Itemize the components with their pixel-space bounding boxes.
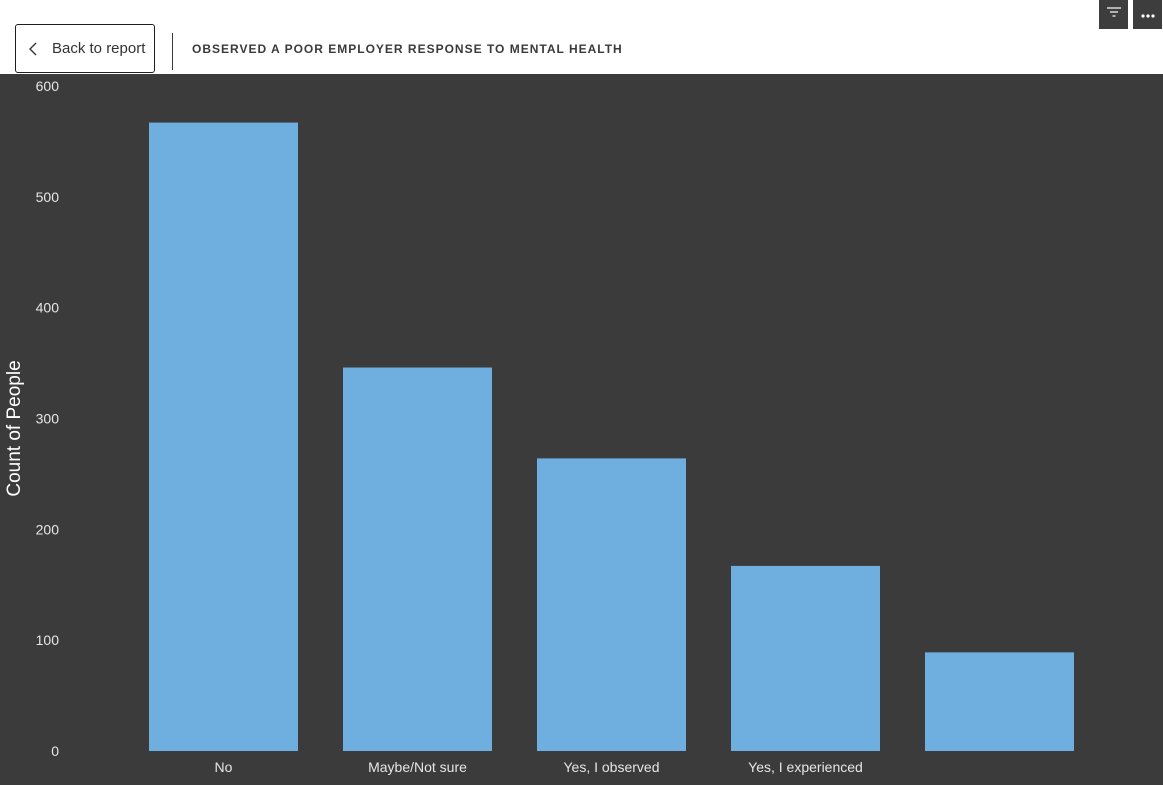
page-title: OBSERVED A POOR EMPLOYER RESPONSE TO MEN… (192, 42, 623, 56)
y-tick-label: 600 (36, 78, 60, 94)
y-axis-title: Count of People (4, 360, 25, 496)
bar[interactable] (537, 458, 686, 751)
x-category-label: Yes, I experienced (748, 759, 863, 775)
y-tick-label: 500 (36, 189, 60, 205)
y-tick-label: 300 (36, 411, 60, 427)
bar[interactable] (343, 367, 492, 751)
more-options-icon (1140, 6, 1156, 24)
header-divider (172, 33, 173, 70)
chevron-left-icon (24, 40, 42, 58)
bar[interactable] (731, 565, 880, 751)
back-to-report-button[interactable]: Back to report (15, 24, 155, 73)
filter-icon (1106, 5, 1122, 24)
back-to-report-label: Back to report (52, 40, 146, 57)
page-header: Back to report OBSERVED A POOR EMPLOYER … (0, 0, 1163, 74)
y-tick-label: 200 (36, 521, 60, 537)
bar[interactable] (925, 652, 1074, 751)
y-tick-label: 100 (36, 632, 60, 648)
chart-area: 0 100 200 300 400 500 600 Count of People No Mayb… (0, 74, 1163, 785)
filter-button[interactable] (1099, 0, 1128, 29)
bar-chart: 0 100 200 300 400 500 600 Count of People No Mayb… (4, 78, 1074, 775)
x-category-label: No (215, 759, 233, 775)
x-category-label: Maybe/Not sure (368, 759, 467, 775)
y-tick-label: 0 (51, 743, 59, 759)
x-category-label: Yes, I observed (564, 759, 660, 775)
y-tick-label: 400 (36, 300, 60, 316)
bar[interactable] (149, 122, 298, 751)
more-options-button[interactable] (1133, 0, 1162, 29)
